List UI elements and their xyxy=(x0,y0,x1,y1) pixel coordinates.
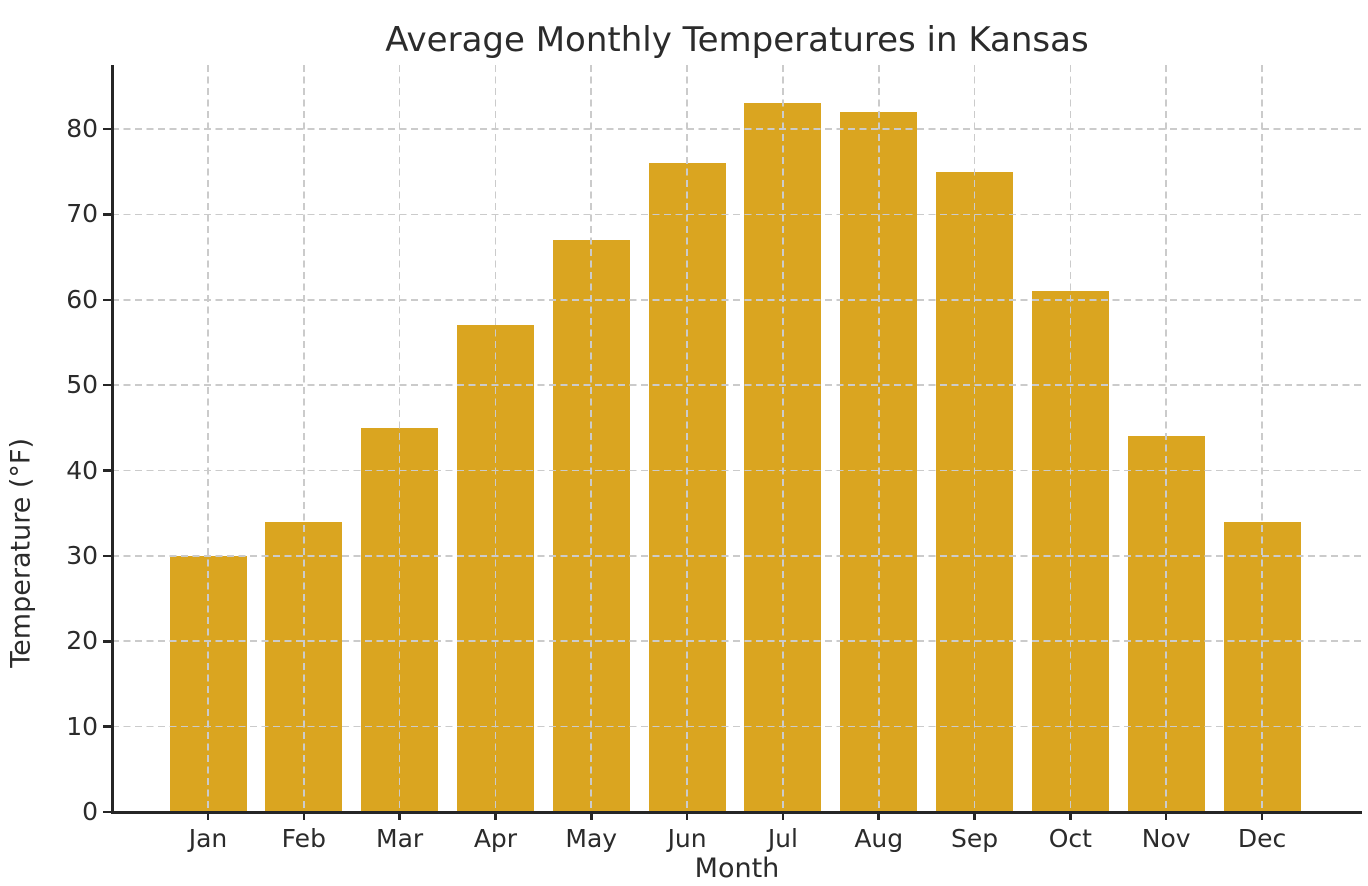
bar-nov xyxy=(1127,436,1205,812)
plot-area xyxy=(111,65,1362,814)
y-tick-label-80: 80 xyxy=(66,114,98,144)
bar-feb xyxy=(265,521,343,812)
x-axis-label: Month xyxy=(694,853,780,884)
y-tick-mark-70 xyxy=(103,213,111,216)
x-tick-mark-jan xyxy=(206,813,210,820)
bar-jun xyxy=(648,163,726,812)
x-tick-mark-may xyxy=(590,813,593,820)
y-tick-mark-10 xyxy=(103,725,111,728)
x-tick-label-jan: Jan xyxy=(188,824,228,853)
y-tick-label-20: 20 xyxy=(66,626,98,656)
bar-jul xyxy=(744,103,822,812)
x-tick-label-may: May xyxy=(565,824,618,853)
x-tick-label-sep: Sep xyxy=(950,824,999,853)
x-tick-label-apr: Apr xyxy=(473,824,518,853)
x-tick-mark-dec xyxy=(1260,813,1264,820)
y-tick-mark-0 xyxy=(103,810,111,814)
y-tick-label-40: 40 xyxy=(66,455,98,485)
bar-jan xyxy=(169,555,247,812)
bar-apr xyxy=(456,325,534,812)
x-tick-label-aug: Aug xyxy=(854,824,904,853)
chart-title: Average Monthly Temperatures in Kansas xyxy=(385,20,1089,60)
y-tick-label-60: 60 xyxy=(66,284,98,314)
bar-mar xyxy=(361,427,439,812)
x-tick-mark-aug xyxy=(877,813,880,820)
y-tick-mark-30 xyxy=(103,554,111,558)
bar-may xyxy=(552,240,630,812)
x-tick-mark-oct xyxy=(1069,813,1072,820)
y-tick-mark-60 xyxy=(103,298,111,302)
x-tick-label-mar: Mar xyxy=(376,824,424,853)
x-tick-label-jul: Jul xyxy=(767,824,798,853)
x-tick-mark-mar xyxy=(398,813,401,820)
x-tick-label-dec: Dec xyxy=(1237,824,1287,853)
x-tick-mark-apr xyxy=(494,813,497,820)
x-tick-label-oct: Oct xyxy=(1048,824,1092,853)
bar-aug xyxy=(840,111,918,812)
bar-oct xyxy=(1031,291,1109,812)
x-tick-label-jun: Jun xyxy=(667,824,707,853)
y-tick-mark-40 xyxy=(103,469,111,472)
x-tick-mark-nov xyxy=(1164,813,1168,820)
x-tick-mark-sep xyxy=(973,813,976,820)
y-tick-mark-80 xyxy=(103,127,111,131)
y-tick-mark-50 xyxy=(103,383,111,387)
y-tick-label-30: 30 xyxy=(66,540,98,570)
bars-group xyxy=(112,65,1362,812)
x-tick-label-nov: Nov xyxy=(1141,824,1191,853)
bar-sep xyxy=(936,171,1014,812)
x-tick-mark-feb xyxy=(302,813,306,820)
y-tick-label-50: 50 xyxy=(66,370,98,400)
x-tick-mark-jun xyxy=(685,813,689,820)
y-tick-label-70: 70 xyxy=(66,199,98,229)
x-tick-mark-jul xyxy=(781,813,785,820)
x-tick-label-feb: Feb xyxy=(281,824,326,853)
bar-dec xyxy=(1223,521,1301,812)
y-tick-label-0: 0 xyxy=(82,797,98,826)
y-tick-label-10: 10 xyxy=(66,711,98,741)
y-tick-mark-20 xyxy=(103,640,111,643)
